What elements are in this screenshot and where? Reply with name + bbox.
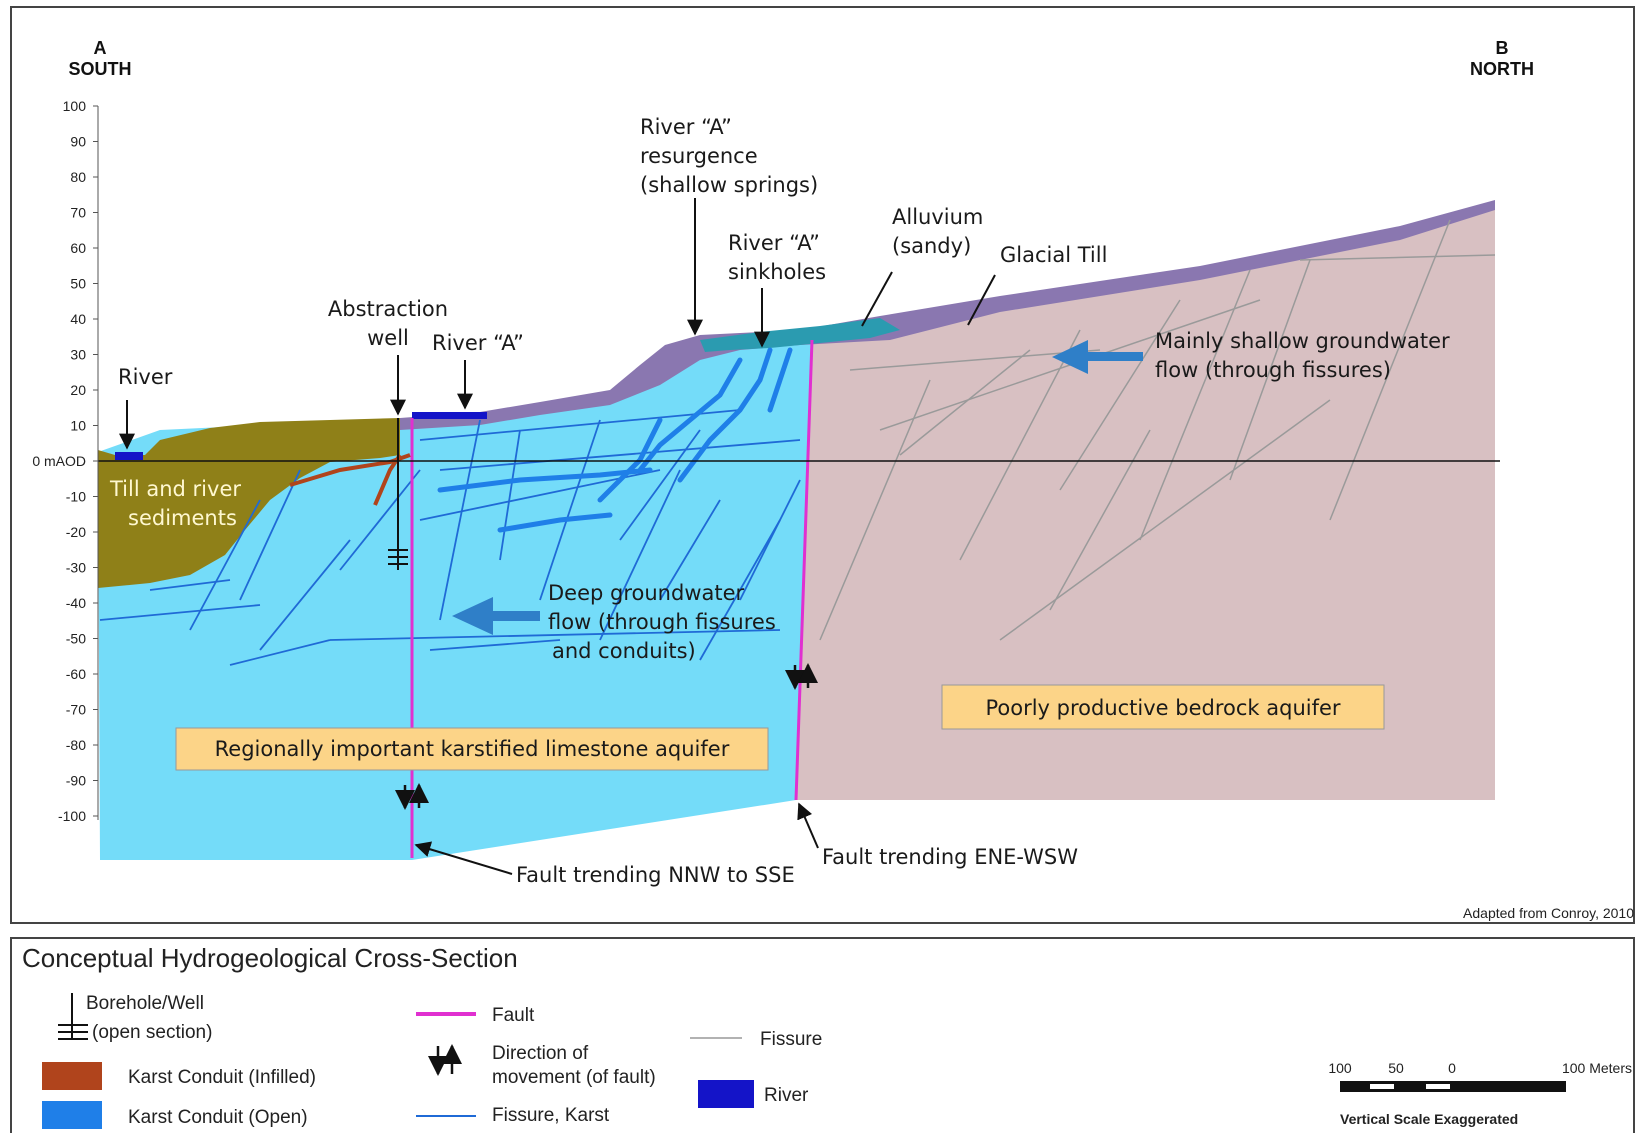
legend-fault-move-1: Direction of — [492, 1043, 589, 1064]
label-till-sediments-2: sediments — [128, 506, 237, 530]
scale-label-0: 0 — [1448, 1060, 1456, 1076]
label-shallow-flow-1: Mainly shallow groundwater — [1155, 329, 1450, 353]
limestone-aquifer-label-box — [175, 727, 769, 771]
y-tick-label: 100 — [63, 98, 87, 114]
legend-frame — [10, 937, 1635, 1133]
legend-borehole-2: (open section) — [92, 1022, 212, 1043]
scale-note: Vertical Scale Exaggerated — [1340, 1111, 1518, 1127]
y-tick-label: 60 — [70, 240, 86, 256]
y-tick-label: 10 — [70, 418, 86, 434]
y-tick-label: 30 — [70, 347, 86, 363]
label-deep-flow-3: and conduits) — [552, 639, 696, 663]
river-channel-south — [115, 452, 143, 460]
y-tick-label: -70 — [66, 702, 86, 718]
label-abstraction-well-1: Abstraction — [328, 297, 448, 321]
arrow-fault-ene — [797, 802, 819, 849]
y-tick-label: 40 — [70, 311, 86, 327]
y-tick-label: -100 — [58, 808, 86, 824]
label-glacial-till: Glacial Till — [1000, 243, 1107, 267]
y-tick-label: -10 — [66, 489, 86, 505]
karst-infilled-swatch — [42, 1062, 102, 1090]
end-b-letter: B — [1496, 38, 1509, 58]
karst-conduits-infilled — [289, 453, 411, 506]
label-resurgence-1: River “A” — [640, 115, 732, 139]
scale-label-50: 50 — [1388, 1060, 1404, 1076]
label-sinkholes-2: sinkholes — [728, 260, 826, 284]
y-tick-label: 0 mAOD — [32, 453, 86, 469]
pointer-alluvium — [861, 271, 893, 327]
scale-bar — [1340, 1081, 1566, 1092]
bedrock-layer — [796, 205, 1495, 800]
label-alluvium-2: (sandy) — [892, 234, 971, 258]
legend-karst-infilled: Karst Conduit (Infilled) — [128, 1067, 316, 1088]
karst-conduits-open — [437, 347, 793, 533]
label-river-a: River “A” — [432, 331, 524, 355]
end-a-direction: SOUTH — [69, 59, 132, 79]
label-river: River — [118, 365, 173, 389]
river-a-channel — [412, 412, 487, 419]
cross-section-frame — [10, 6, 1635, 924]
fault-ene-wsw — [794, 339, 814, 801]
legend-borehole-1: Borehole/Well — [86, 993, 204, 1014]
legend-river: River — [764, 1085, 809, 1106]
scale-label-100m: 100 Meters — [1562, 1060, 1632, 1076]
label-till-sediments-1: Till and river — [109, 477, 241, 501]
legend-fissure-karst: Fissure, Karst — [492, 1105, 610, 1126]
bedrock-fissures — [819, 219, 1496, 641]
label-limestone-aquifer: Regionally important karstified limeston… — [215, 737, 730, 761]
label-resurgence-2: resurgence — [640, 144, 758, 168]
river-swatch — [698, 1080, 754, 1108]
deep-flow-arrow — [452, 597, 540, 635]
pointer-glacial-till — [967, 274, 996, 326]
end-a-letter: A — [94, 38, 107, 58]
y-tick-label: 80 — [70, 169, 86, 185]
legend-title: Conceptual Hydrogeological Cross-Section — [22, 943, 518, 973]
label-alluvium-1: Alluvium — [892, 205, 983, 229]
end-b-direction: NORTH — [1470, 59, 1534, 79]
fault-movement-arrows-2 — [785, 663, 818, 690]
label-sinkholes-1: River “A” — [728, 231, 820, 255]
alluvium-layer — [700, 318, 900, 352]
label-shallow-flow-2: flow (through fissures) — [1155, 358, 1391, 382]
y-tick-label: -50 — [66, 631, 86, 647]
fault-movement-arrows-1 — [395, 783, 429, 810]
shallow-flow-arrow — [1052, 340, 1143, 374]
y-tick-label: -40 — [66, 595, 86, 611]
abstraction-well — [388, 418, 408, 570]
borehole-icon — [58, 993, 88, 1040]
label-deep-flow-2: flow (through fissures — [548, 610, 776, 634]
glacial-till-layer — [400, 200, 1495, 430]
y-tick-label: -90 — [66, 773, 86, 789]
y-tick-label: -80 — [66, 737, 86, 753]
y-tick-label: -20 — [66, 524, 86, 540]
legend-fault-move-2: movement (of fault) — [492, 1067, 656, 1088]
legend-karst-open: Karst Conduit (Open) — [128, 1107, 308, 1128]
y-tick-label: 50 — [70, 276, 86, 292]
arrow-fault-nnw — [414, 841, 513, 875]
label-abstraction-well-2: well — [367, 326, 409, 350]
scale-label-100: 100 — [1328, 1060, 1352, 1076]
karst-fissures — [99, 409, 801, 666]
fault-movement-icon — [428, 1044, 462, 1076]
y-tick-label: 90 — [70, 134, 86, 150]
label-deep-flow-1: Deep groundwater — [548, 581, 745, 605]
bedrock-aquifer-label-box — [941, 684, 1385, 730]
legend-fault: Fault — [492, 1005, 535, 1026]
y-tick-label: -60 — [66, 666, 86, 682]
y-tick-label: 20 — [70, 382, 86, 398]
label-resurgence-3: (shallow springs) — [640, 173, 818, 197]
label-fault-ene: Fault trending ENE-WSW — [822, 845, 1078, 869]
credit-text: Adapted from Conroy, 2010 — [1463, 905, 1634, 921]
label-bedrock-aquifer: Poorly productive bedrock aquifer — [985, 696, 1340, 720]
y-tick-label: -30 — [66, 560, 86, 576]
y-axis-ticks: 100 90 80 70 60 50 40 30 20 10 0 mAOD -10 -20 -30 -40 -… — [32, 98, 98, 824]
legend-fissure: Fissure — [760, 1029, 822, 1050]
karst-open-swatch — [42, 1101, 102, 1129]
label-fault-nnw: Fault trending NNW to SSE — [516, 863, 795, 887]
y-tick-label: 70 — [70, 205, 86, 221]
